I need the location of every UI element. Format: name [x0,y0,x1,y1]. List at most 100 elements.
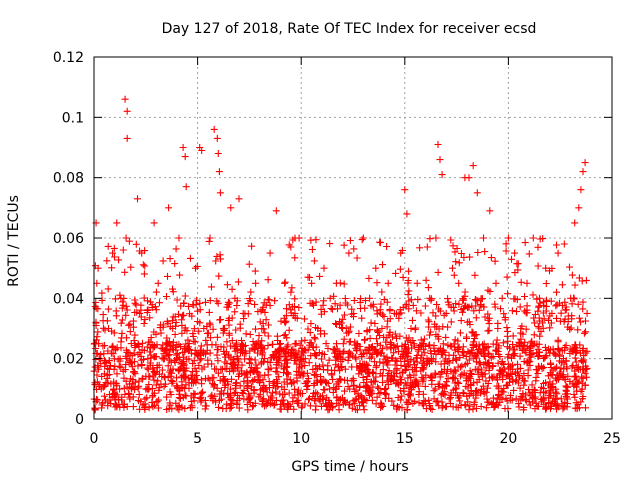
data-point [451,336,459,344]
data-point [526,401,534,409]
data-point [298,337,306,345]
data-point [366,354,374,362]
data-point [154,279,162,287]
data-point [508,255,515,263]
data-point [335,347,343,355]
data-point [403,348,411,356]
data-point [142,385,150,393]
data-point [376,239,384,247]
data-point [450,307,458,315]
data-point [103,317,111,325]
data-point [457,402,465,409]
data-point [228,375,235,383]
data-point [574,326,582,334]
data-point [319,395,327,403]
data-point [583,309,591,317]
data-point [307,352,315,360]
data-point [353,340,361,348]
data-point [394,394,402,402]
data-point [531,386,539,394]
data-point [181,292,189,300]
data-point [569,362,577,369]
data-point [439,340,447,348]
data-point [570,382,578,390]
x-tick-label: 0 [90,431,99,447]
data-point [535,314,543,322]
data-point [374,329,382,336]
data-point [438,389,446,397]
data-point [417,367,425,375]
data-point [331,300,339,308]
data-point [407,338,415,346]
data-point [311,335,319,343]
data-point [412,307,420,315]
data-point [558,281,566,289]
data-point [415,345,423,353]
data-point [242,370,250,378]
data-point [131,368,138,376]
data-point [402,353,410,361]
data-point [138,346,146,354]
data-point [378,288,386,296]
data-point [307,320,315,328]
data-point [284,405,292,413]
data-point [487,399,495,407]
data-point [520,370,528,378]
data-point [245,390,253,398]
data-point [370,377,378,385]
data-point [321,386,329,394]
y-tick-label: 0.08 [53,171,84,187]
data-point [424,284,432,292]
data-point [432,234,440,242]
data-point [278,383,286,391]
data-point [451,346,459,354]
data-point [396,332,404,340]
data-point [495,390,503,398]
data-point [385,394,393,402]
data-point [472,331,480,339]
data-point [486,288,494,295]
data-point [174,350,182,358]
data-point [245,396,253,404]
data-point [410,340,418,348]
data-point [407,296,415,304]
data-point [131,378,139,386]
data-point [230,389,238,397]
data-point [575,314,583,322]
data-point [320,308,328,316]
data-point [132,240,140,248]
data-point [328,371,336,379]
data-point [386,305,394,313]
data-point [265,296,273,304]
data-point [204,356,212,364]
data-point [426,341,434,349]
data-point [189,368,197,376]
data-point [105,325,112,332]
data-point [361,336,369,343]
data-point [511,295,519,303]
data-point [317,373,324,381]
data-point [185,340,193,348]
data-point [404,401,412,408]
data-point [123,354,131,362]
data-point [277,405,285,413]
data-point [484,343,492,351]
data-point [571,281,579,289]
data-point [421,382,429,390]
data-point [134,195,141,203]
data-point [381,389,389,397]
data-point [564,318,572,326]
data-point [417,336,425,344]
data-point [341,311,348,319]
data-point [168,317,176,325]
data-point [529,349,537,357]
data-point [197,390,205,398]
data-point [359,350,367,358]
data-point [504,234,512,242]
data-point [339,325,347,332]
data-point [365,344,373,351]
data-point [525,398,533,406]
data-point [233,302,241,309]
data-point [472,296,480,304]
data-point [296,341,304,349]
